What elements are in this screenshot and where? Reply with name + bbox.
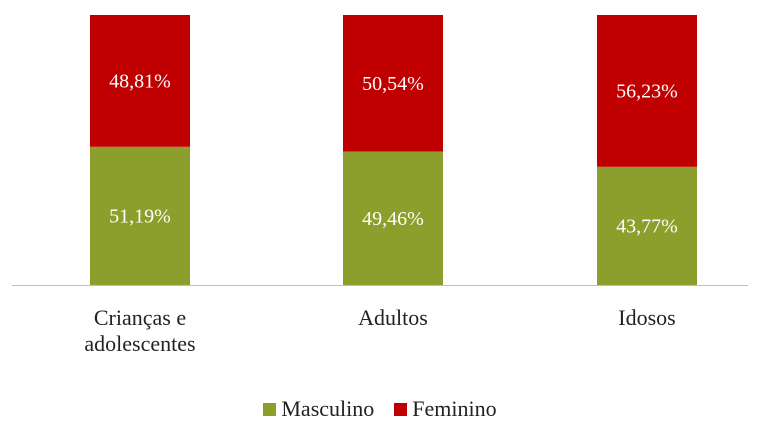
legend-label: Feminino [412,396,497,421]
legend: Masculino Feminino [0,396,760,422]
bar-segment [597,166,697,285]
legend-item: Masculino [263,396,374,422]
legend-swatch [263,402,277,416]
bar-segment [90,15,190,147]
bar-segment [597,15,697,167]
legend-label: Masculino [281,396,375,421]
value-label: 56,23% [616,81,678,103]
value-label: 48,81% [109,70,171,92]
bar-segment [343,151,443,285]
value-label: 51,19% [109,205,171,227]
x-tick-label: Idosos [618,305,676,330]
x-tick-label: Adultos [358,305,428,330]
x-tick-label: Crianças e adolescentes [84,305,196,356]
legend-swatch [394,402,408,416]
value-label: 43,77% [616,216,678,238]
value-label: 49,46% [362,208,424,230]
bar-segment [90,146,190,285]
value-label: 50,54% [362,73,424,95]
legend-item: Feminino [394,396,497,422]
bar-segment [343,15,443,152]
